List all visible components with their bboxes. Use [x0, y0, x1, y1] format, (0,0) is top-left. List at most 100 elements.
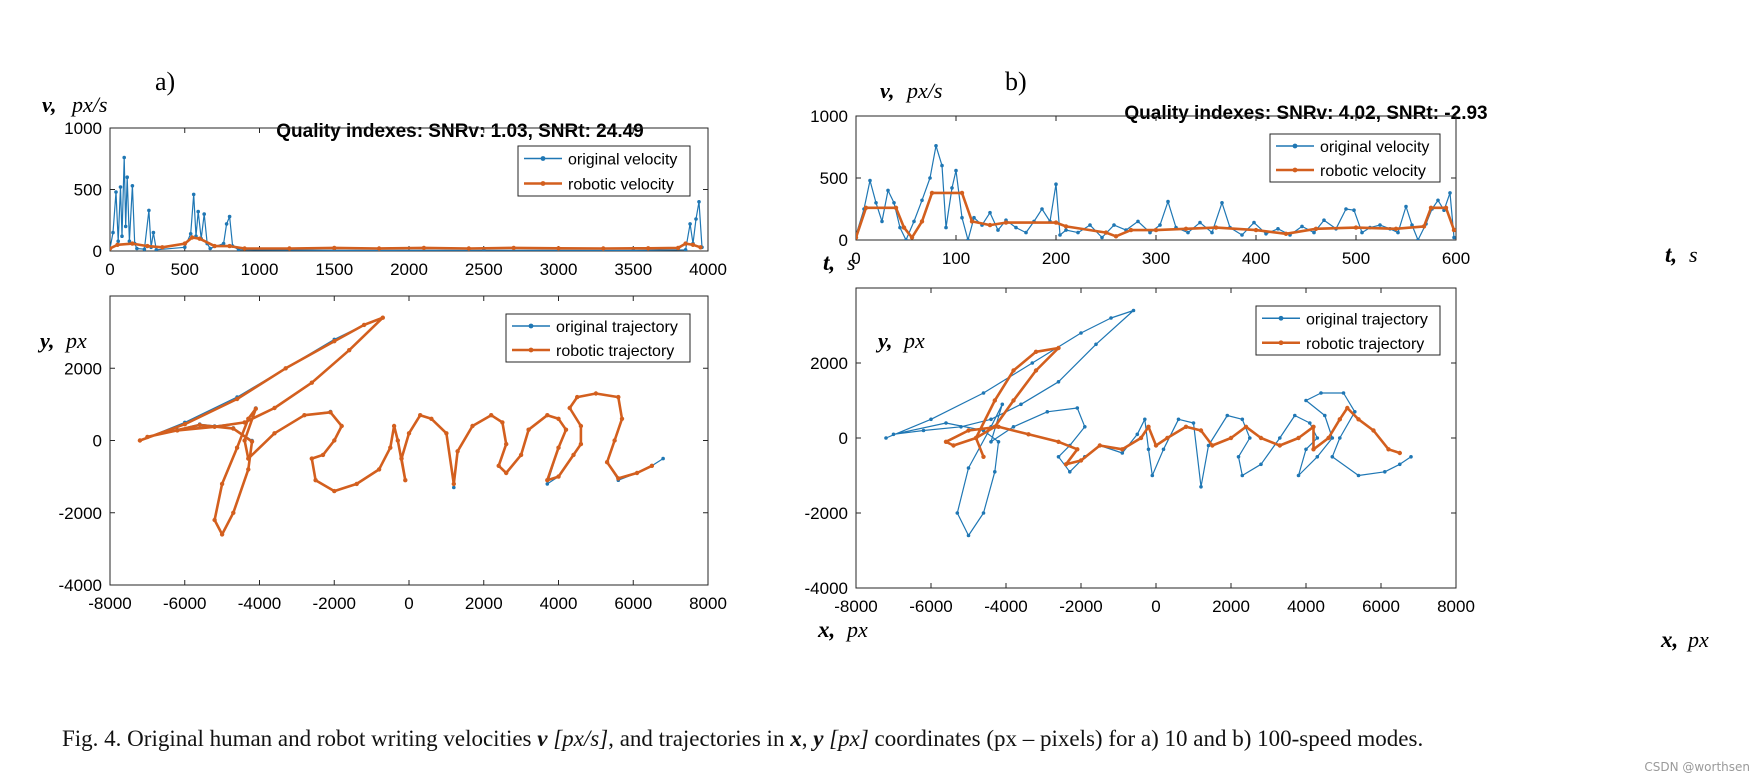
- data-point: [940, 163, 944, 168]
- data-point: [1150, 473, 1155, 478]
- data-point: [154, 248, 159, 251]
- data-point: [208, 246, 212, 251]
- data-point: [1199, 485, 1203, 489]
- legend-marker: [528, 347, 534, 353]
- x-tick-label: 0: [404, 594, 413, 613]
- x-tick-label: -6000: [909, 597, 952, 616]
- data-point: [884, 436, 888, 440]
- legend: original trajectory robotic trajectory: [1255, 305, 1441, 356]
- data-point: [1243, 424, 1249, 429]
- data-point: [1103, 230, 1109, 235]
- data-point: [1356, 417, 1361, 422]
- x-tick-label: 500: [171, 260, 199, 279]
- x-label-symbol-b-traj: x,: [1660, 627, 1678, 652]
- data-point: [110, 246, 113, 251]
- data-point: [1240, 417, 1245, 422]
- data-point: [1416, 238, 1420, 240]
- y-label-unit-a-traj: px: [64, 328, 87, 353]
- data-point: [966, 466, 971, 470]
- data-point: [1068, 470, 1072, 474]
- data-point: [1083, 425, 1087, 429]
- data-point: [1030, 361, 1035, 365]
- data-point: [604, 460, 610, 465]
- data-point: [145, 243, 150, 249]
- data-point: [224, 222, 229, 226]
- legend-box: [1269, 133, 1441, 183]
- data-point: [1128, 227, 1134, 233]
- y-tick-label: 1000: [64, 119, 102, 138]
- data-point: [1191, 421, 1196, 425]
- data-point: [1165, 435, 1170, 441]
- data-point: [1000, 402, 1005, 407]
- data-point: [283, 366, 288, 371]
- data-point: [694, 217, 698, 221]
- data-point: [466, 246, 471, 251]
- data-point: [489, 413, 494, 418]
- data-point: [619, 416, 625, 421]
- data-point: [675, 245, 681, 251]
- x-tick-label: -8000: [88, 594, 131, 613]
- legend: original velocity robotic velocity: [517, 145, 691, 197]
- data-point: [272, 431, 277, 436]
- x-tick-label: 4000: [1287, 597, 1325, 616]
- legend-label: original trajectory: [556, 319, 678, 336]
- data-point: [966, 533, 971, 538]
- data-point: [1236, 455, 1241, 459]
- data-point: [912, 219, 916, 224]
- data-point: [972, 215, 976, 220]
- x-tick-label: 600: [1442, 249, 1470, 268]
- data-point: [856, 235, 859, 240]
- panel-label-a: a): [155, 67, 175, 96]
- data-point: [973, 435, 979, 441]
- data-point: [989, 440, 993, 444]
- figure-caption: Fig. 4. Original human and robot writing…: [62, 726, 1423, 752]
- data-point: [634, 470, 640, 476]
- data-point: [556, 474, 561, 479]
- data-point: [1337, 417, 1343, 422]
- data-point: [191, 192, 196, 197]
- legend-label: robotic velocity: [568, 177, 674, 194]
- data-point: [1296, 473, 1301, 478]
- caption-prefix: Fig. 4. Original human and robot writing…: [62, 726, 532, 751]
- data-point: [1448, 191, 1452, 195]
- chart-title-a: Quality indexes: SNRv: 1.03, SNRt: 24.49: [276, 121, 643, 142]
- x-label-unit-a-traj: px: [845, 617, 868, 642]
- data-point: [135, 246, 139, 251]
- data-point: [130, 241, 135, 246]
- data-point: [1308, 421, 1312, 425]
- data-point: [1240, 233, 1244, 237]
- data-point: [1024, 230, 1028, 235]
- data-point: [1253, 227, 1259, 233]
- data-point: [1240, 473, 1245, 478]
- data-point: [1183, 226, 1189, 231]
- y-tick-label: 0: [839, 231, 848, 250]
- data-point: [1428, 205, 1434, 210]
- data-point: [1393, 226, 1399, 231]
- data-point: [1056, 345, 1061, 351]
- data-point: [1276, 227, 1280, 231]
- data-point: [920, 198, 924, 203]
- y-tick-label: 500: [820, 169, 848, 188]
- panel-label-b: b): [1005, 67, 1027, 96]
- data-point: [287, 246, 292, 251]
- data-point: [1397, 450, 1403, 456]
- data-point: [1019, 402, 1023, 407]
- data-point: [418, 413, 423, 418]
- x-tick-label: 2000: [465, 594, 503, 613]
- y-tick-label: -2000: [805, 504, 848, 523]
- data-point: [332, 339, 337, 344]
- data-point: [1206, 443, 1211, 448]
- data-point: [989, 417, 993, 422]
- data-point: [959, 190, 965, 196]
- data-point: [1120, 451, 1125, 455]
- data-point: [892, 201, 896, 205]
- data-point: [421, 245, 427, 251]
- data-point: [966, 238, 970, 240]
- data-point: [1311, 424, 1316, 429]
- data-point: [1198, 428, 1204, 433]
- data-point: [1338, 436, 1342, 440]
- data-point: [1277, 443, 1283, 448]
- data-point: [697, 200, 701, 204]
- series-layer: [884, 308, 1413, 538]
- series-layer: [856, 144, 1456, 240]
